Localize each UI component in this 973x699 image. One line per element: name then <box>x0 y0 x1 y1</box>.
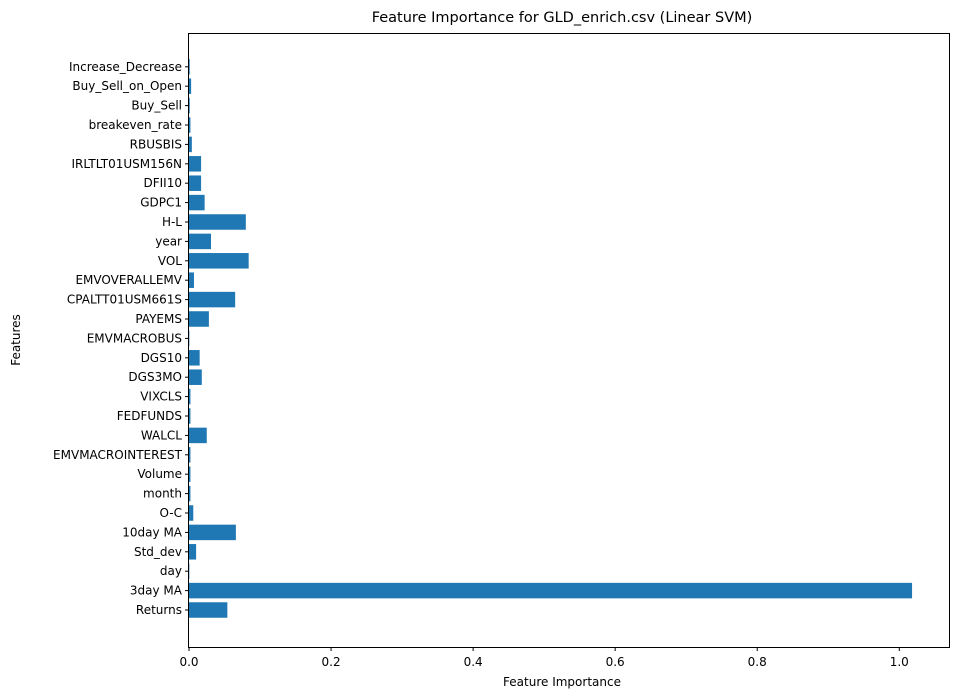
y-tick-label: IRLTLT01USM156N <box>71 157 182 171</box>
y-tick-label: GDPC1 <box>140 196 182 210</box>
bar-month <box>189 485 191 502</box>
bar-walcl <box>189 427 207 444</box>
bar-vixcls <box>189 388 191 405</box>
x-tick-label: 0.8 <box>748 655 767 669</box>
y-tick-label: year <box>155 234 182 248</box>
y-tick-label: WALCL <box>141 428 182 442</box>
y-tick-label: 10day MA <box>122 525 183 539</box>
bar-irltlt01usm156n <box>189 156 202 172</box>
bar-payems <box>189 311 209 327</box>
y-tick-label: Buy_Sell_on_Open <box>72 79 182 93</box>
bar-emvoverallemv <box>189 272 194 288</box>
y-tick-label: EMVMACROINTEREST <box>53 448 183 462</box>
y-tick-label: Volume <box>137 467 182 481</box>
y-tick-label: DGS10 <box>141 351 182 365</box>
x-tick-label: 0.2 <box>322 655 341 669</box>
y-axis-label: Features <box>9 314 23 366</box>
plot-frame <box>188 33 950 648</box>
y-tick-label: Returns <box>136 603 182 617</box>
y-tick-label: Std_dev <box>134 545 182 559</box>
y-axis-ticks: Returns 3day MA day Std_dev 10day MA O-C month… <box>53 60 189 617</box>
y-tick-label: EMVMACROBUS <box>87 331 182 345</box>
bar-buy-sell <box>189 97 190 114</box>
bar-buy-sell-on-open <box>189 78 192 94</box>
bar-increase-decrease <box>189 59 190 75</box>
y-tick-label: breakeven_rate <box>89 118 182 132</box>
bar-10day-ma <box>189 524 236 541</box>
bar-vol <box>189 253 249 269</box>
bar-fedfunds <box>189 408 191 424</box>
x-tick-label: 0.4 <box>464 655 483 669</box>
bar-returns <box>189 602 228 618</box>
y-tick-label: VOL <box>158 254 182 268</box>
bar-gdpc1 <box>189 194 205 211</box>
bar-dgs3mo <box>189 369 202 385</box>
y-tick-label: FEDFUNDS <box>117 409 182 423</box>
x-tick-label: 0.0 <box>179 655 198 669</box>
y-tick-label: O-C <box>160 506 183 520</box>
x-axis-ticks: 0.0 0.2 0.4 0.6 0.8 1.0 <box>179 647 909 669</box>
bar-h-l <box>189 214 246 230</box>
y-tick-label: H-L <box>162 215 182 229</box>
y-tick-label: month <box>143 487 182 501</box>
y-tick-label: day <box>160 564 182 578</box>
x-tick-label: 1.0 <box>890 655 909 669</box>
y-tick-label: Buy_Sell <box>131 99 182 113</box>
x-axis-label: Feature Importance <box>503 675 621 689</box>
y-tick-label: PAYEMS <box>135 312 182 326</box>
y-tick-label: 3day MA <box>130 584 183 598</box>
chart-title: Feature Importance for GLD_enrich.csv (L… <box>372 10 753 26</box>
bar-3day-ma <box>189 582 913 599</box>
y-tick-label: DGS3MO <box>128 370 182 384</box>
y-tick-label: EMVOVERALLEMV <box>75 273 182 287</box>
y-tick-label: DFII10 <box>144 176 183 190</box>
bar-breakeven-rate <box>189 117 191 133</box>
bar-std-dev <box>189 544 197 560</box>
x-tick-label: 0.6 <box>606 655 625 669</box>
y-tick-label: RBUSBIS <box>130 137 182 151</box>
bar-volume <box>189 466 191 482</box>
y-tick-label: Increase_Decrease <box>69 60 182 74</box>
bar-emvmacrointerest <box>189 447 191 463</box>
y-tick-label: VIXCLS <box>140 390 182 404</box>
bar-o-c <box>189 505 194 521</box>
bar-cpaltt01usm661s <box>189 291 236 308</box>
bar-rbusbis <box>189 136 192 153</box>
bars-layer <box>189 59 913 618</box>
y-tick-label: CPALTT01USM661S <box>67 293 182 307</box>
bar-year <box>189 233 212 250</box>
bar-dgs10 <box>189 350 200 366</box>
bar-dfii10 <box>189 175 202 191</box>
